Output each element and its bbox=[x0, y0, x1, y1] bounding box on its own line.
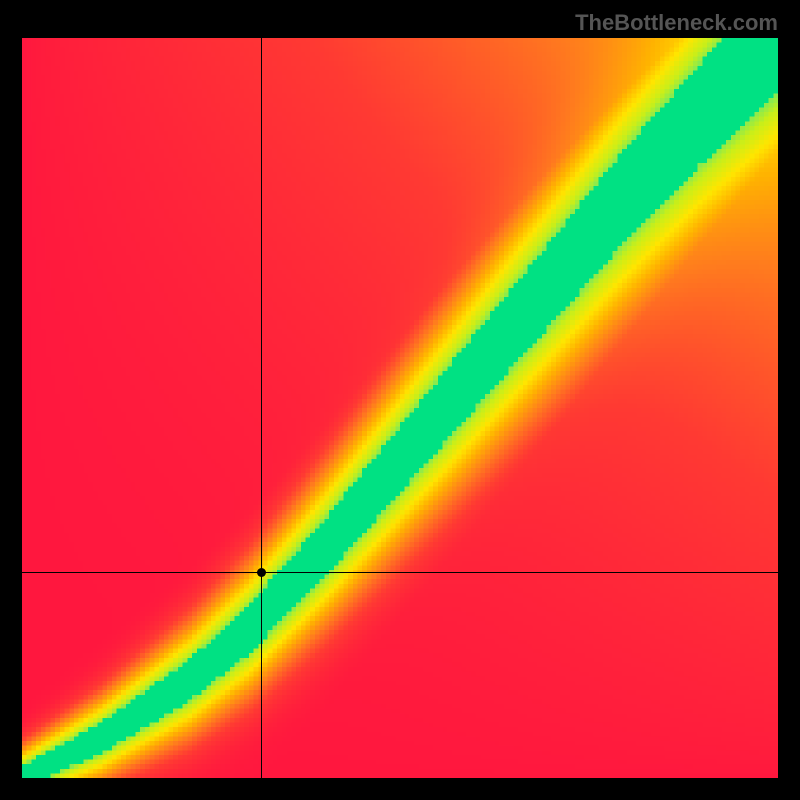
chart-container: { "watermark": { "text": "TheBottleneck.… bbox=[0, 0, 800, 800]
data-point-marker bbox=[257, 568, 266, 577]
watermark-label: TheBottleneck.com bbox=[575, 10, 778, 36]
crosshair-horizontal bbox=[22, 572, 778, 573]
bottleneck-heatmap bbox=[22, 38, 778, 778]
crosshair-vertical bbox=[261, 38, 262, 778]
